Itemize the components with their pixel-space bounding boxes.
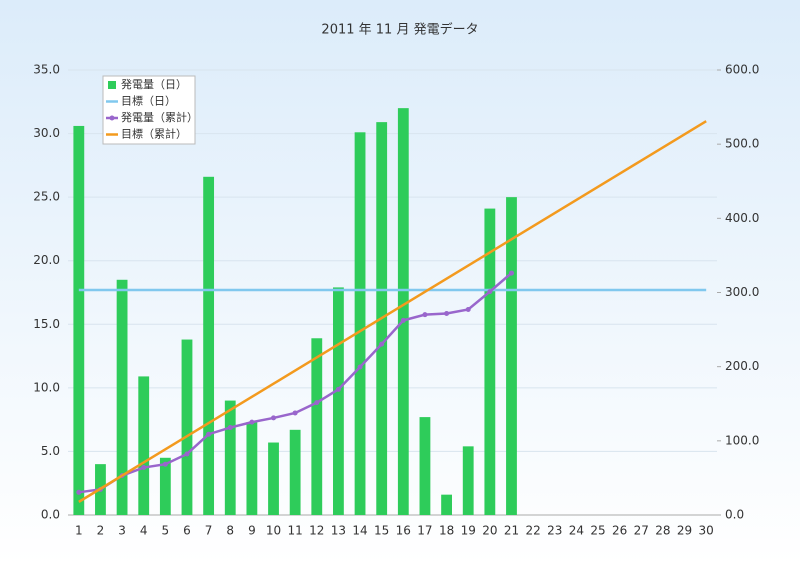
x-tick-label: 28 [655,524,670,538]
line [78,120,707,503]
bar [333,287,344,515]
x-tick-label: 17 [417,524,432,538]
bar [181,339,193,515]
y2-tick-label: 300.0 [725,285,759,299]
point [487,289,493,295]
bar [138,376,150,515]
point [465,306,471,312]
point [444,310,450,316]
point [76,489,82,495]
y2-tick-label: 600.0 [725,63,759,77]
bar [441,494,452,515]
x-tick-label: 24 [569,524,584,538]
legend-marker [109,115,115,121]
point [206,431,212,437]
x-tick-label: 20 [482,524,497,538]
x-tick-label: 9 [248,524,256,538]
x-tick-label: 29 [677,524,692,538]
bar [397,108,409,516]
bar [246,422,258,515]
y-tick-label: 10.0 [33,380,60,394]
x-tick-label: 18 [439,524,454,538]
point [141,465,147,471]
y2-tick-label: 100.0 [725,433,759,447]
x-tick-label: 10 [266,524,281,538]
point [292,410,298,416]
y2-tick-label: 500.0 [725,137,759,151]
point [379,341,385,347]
x-tick-label: 23 [547,524,562,538]
x-tick-label: 15 [374,524,389,538]
point [335,386,341,392]
bar [224,400,236,515]
y-tick-label: 20.0 [33,253,60,267]
point [162,461,168,467]
bar [506,197,517,515]
x-tick-label: 25 [590,524,605,538]
point [271,415,277,421]
x-tick-label: 26 [612,524,627,538]
y2-tick-label: 200.0 [725,359,759,373]
x-tick-label: 14 [352,524,367,538]
legend-label: 目標（日） [121,94,176,108]
point [184,451,190,457]
x-tick-label: 19 [461,524,476,538]
legend-swatch [108,81,116,89]
bar [73,125,85,515]
y2-tick-label: 400.0 [725,211,759,225]
x-tick-label: 6 [183,524,191,538]
y-tick-label: 35.0 [33,63,60,77]
bar [203,176,215,516]
bar [159,457,171,515]
x-tick-label: 11 [288,524,303,538]
x-tick-label: 7 [205,524,213,538]
bar [484,208,496,516]
point [400,317,406,323]
legend-box [102,75,196,145]
point [508,270,514,276]
x-tick-label: 2 [97,524,105,538]
point [227,425,233,431]
y-tick-label: 0.0 [41,508,60,522]
chart-title: 2011 年 11 月 発電データ [321,22,478,38]
legend-label: 目標（累計） [121,127,187,141]
bar [268,442,279,515]
bar [311,338,323,515]
y-tick-label: 15.0 [33,317,60,331]
legend-label: 発電量（累計） [121,110,198,124]
point [422,312,428,318]
y-tick-label: 5.0 [41,444,60,458]
x-tick-label: 12 [309,524,324,538]
y-tick-label: 25.0 [33,190,60,204]
x-tick-label: 21 [504,524,519,538]
x-tick-label: 16 [396,524,411,538]
x-tick-label: 1 [75,524,83,538]
x-tick-label: 13 [331,524,346,538]
x-tick-label: 4 [140,524,148,538]
point [249,419,255,425]
bar [289,429,301,515]
x-tick-label: 5 [162,524,170,538]
x-tick-label: 8 [226,524,234,538]
bar [462,446,474,515]
bar [419,417,431,515]
point [357,364,363,370]
x-tick-label: 30 [699,524,714,538]
x-tick-label: 22 [525,524,540,538]
y-tick-label: 30.0 [33,126,60,140]
x-tick-label: 3 [118,524,126,538]
legend-label: 発電量（日） [121,77,187,91]
y2-tick-label: 0.0 [725,508,744,522]
x-tick-label: 27 [634,524,649,538]
bar [116,279,128,515]
bar [354,132,366,516]
point [314,400,320,406]
